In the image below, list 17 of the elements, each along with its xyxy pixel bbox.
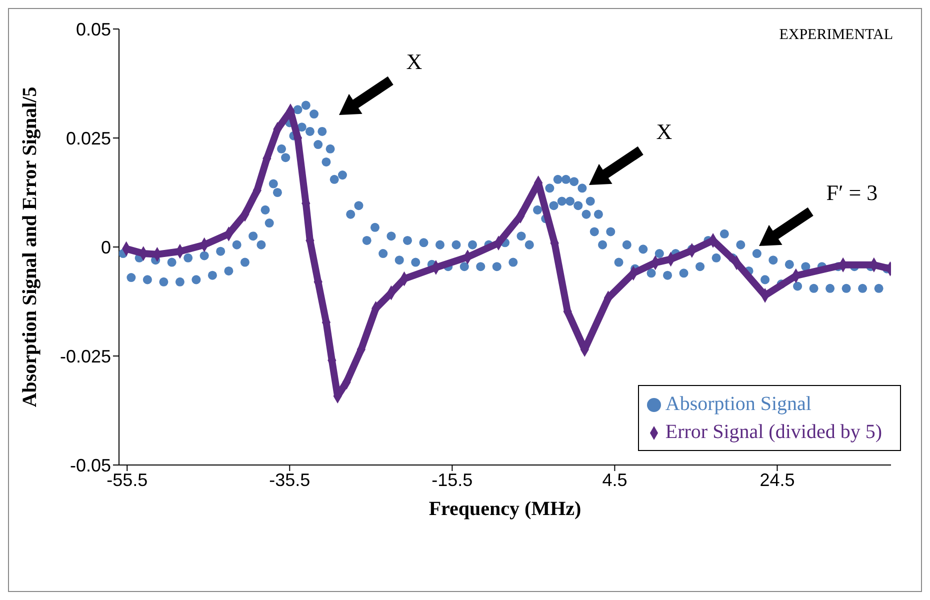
x-tick-label: -35.5 (269, 470, 310, 490)
y-tick-label: 0 (100, 237, 111, 258)
annotation: EXPERIMENTAL (779, 27, 893, 44)
annotation: X (406, 48, 422, 74)
legend-label: Error Signal (divided by 5) (665, 421, 882, 443)
x-tick-label: 4.5 (602, 470, 628, 490)
y-tick-label: 0.025 (66, 128, 111, 148)
x-tick-label: -15.5 (432, 470, 473, 490)
x-axis-title: Frequency (MHz) (428, 498, 582, 520)
annotation: X (656, 118, 672, 144)
y-tick-label: -0.025 (60, 346, 111, 366)
x-tick-label: 24.5 (760, 470, 795, 490)
annotation: F′ = 3 (826, 180, 878, 205)
legend-label: Absorption Signal (665, 393, 812, 415)
y-tick-label: 0.05 (76, 19, 111, 40)
y-tick-label: -0.05 (70, 455, 111, 476)
y-axis-title: Absorption Signal and Error Signal/5 (19, 86, 42, 408)
